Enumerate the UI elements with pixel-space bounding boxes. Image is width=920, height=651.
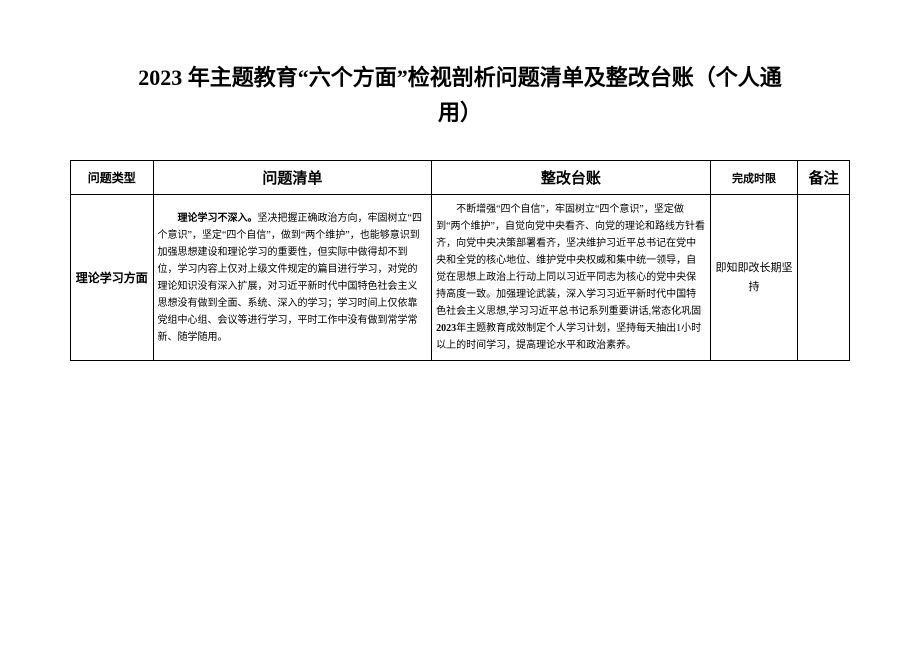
header-deadline: 完成时限 xyxy=(710,161,798,195)
problem-prefix: 理论学习不深入。 xyxy=(178,213,258,224)
cell-problem: 理论学习不深入。坚决把握正确政治方向，牢固树立“四个意识”，坚定“四个自信”，做… xyxy=(153,195,432,361)
title-line2: 用） xyxy=(70,95,850,130)
table-row: 理论学习方面 理论学习不深入。坚决把握正确政治方向，牢固树立“四个意识”，坚定“… xyxy=(71,195,850,361)
header-type: 问题类型 xyxy=(71,161,154,195)
rectify-year: 2023 xyxy=(436,323,456,334)
cell-deadline: 即知即改长期坚持 xyxy=(710,195,798,361)
header-problem: 问题清单 xyxy=(153,161,432,195)
title-line1: 2023 年主题教育“六个方面”检视剖析问题清单及整改台账（个人通 xyxy=(70,60,850,95)
cell-rectify: 不断增强“四个自信”，牢固树立“四个意识”，坚定做到“两个维护”，自觉向党中央看… xyxy=(432,195,711,361)
issue-table: 问题类型 问题清单 整改台账 完成时限 备注 理论学习方面 理论学习不深入。坚决… xyxy=(70,160,850,361)
rectify-part1: 不断增强“四个自信”，牢固树立“四个意识”，坚定做到“两个维护”，自觉向党中央看… xyxy=(436,204,705,317)
table-header-row: 问题类型 问题清单 整改台账 完成时限 备注 xyxy=(71,161,850,195)
header-remark: 备注 xyxy=(798,161,850,195)
document-title: 2023 年主题教育“六个方面”检视剖析问题清单及整改台账（个人通 用） xyxy=(70,60,850,130)
rectify-part2: 年主题教育成效制定个人学习计划，坚持每天抽出1小时以上的时间学习，提高理论水平和… xyxy=(436,323,701,351)
rectify-indent xyxy=(436,204,456,215)
cell-type: 理论学习方面 xyxy=(71,195,154,361)
header-rectify: 整改台账 xyxy=(432,161,711,195)
problem-body: 坚决把握正确政治方向，牢固树立“四个意识”，坚定“四个自信”，做到“两个维护”，… xyxy=(158,213,422,343)
problem-indent xyxy=(158,213,178,224)
cell-remark xyxy=(798,195,850,361)
